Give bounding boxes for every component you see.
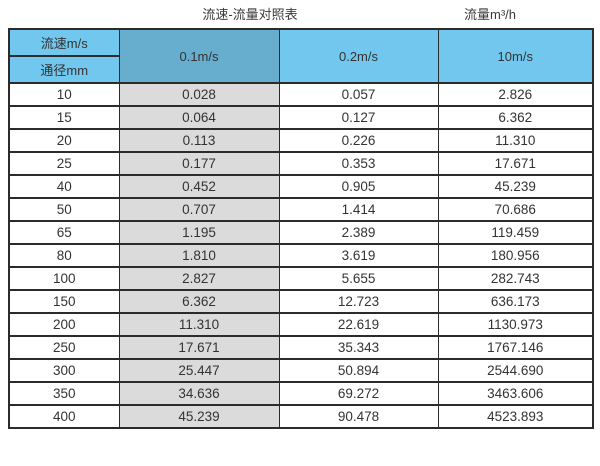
table-row: 50 0.707 1.414 70.686 <box>8 197 594 222</box>
diameter-cell: 20 <box>8 128 120 153</box>
table-row: 20 0.113 0.226 11.310 <box>8 128 594 153</box>
table-row: 25 0.177 0.353 17.671 <box>8 151 594 176</box>
diameter-cell: 80 <box>8 243 120 268</box>
value-cell-10ms: 636.173 <box>437 289 594 314</box>
value-cell-10ms: 2.826 <box>437 82 594 107</box>
value-cell-0-2ms: 5.655 <box>278 266 439 291</box>
diameter-cell: 50 <box>8 197 120 222</box>
diameter-cell: 400 <box>8 404 120 429</box>
header-row-bottom: 通径mm <box>8 55 593 84</box>
column-header-0-1ms: 0.1m/s <box>118 28 280 84</box>
value-cell-10ms: 119.459 <box>437 220 594 245</box>
value-cell-0-2ms: 50.894 <box>278 358 439 383</box>
value-cell-0-1ms: 25.447 <box>118 358 280 383</box>
value-cell-0-1ms: 2.827 <box>118 266 280 291</box>
value-cell-10ms: 1130.973 <box>437 312 594 337</box>
table-row: 40 0.452 0.905 45.239 <box>8 174 594 199</box>
value-cell-0-2ms: 0.057 <box>278 82 439 107</box>
table-row: 100 2.827 5.655 282.743 <box>8 266 594 291</box>
value-cell-0-1ms: 45.239 <box>118 404 280 429</box>
value-cell-10ms: 11.310 <box>437 128 594 153</box>
value-cell-0-1ms: 0.707 <box>118 197 280 222</box>
value-cell-0-1ms: 0.064 <box>118 105 280 130</box>
value-cell-10ms: 3463.606 <box>437 381 594 406</box>
value-cell-0-1ms: 6.362 <box>118 289 280 314</box>
value-cell-10ms: 70.686 <box>437 197 594 222</box>
table-row: 400 45.239 90.478 4523.893 <box>8 404 594 429</box>
value-cell-10ms: 2544.690 <box>437 358 594 383</box>
value-cell-0-2ms: 0.226 <box>278 128 439 153</box>
value-cell-0-2ms: 3.619 <box>278 243 439 268</box>
value-cell-0-2ms: 22.619 <box>278 312 439 337</box>
corner-cell-diameter: 通径mm <box>8 55 120 84</box>
value-cell-0-1ms: 0.028 <box>118 82 280 107</box>
table-body: 10 0.028 0.057 2.826 15 0.064 0.127 6.362 20 0.11… <box>8 82 594 429</box>
table-row: 300 25.447 50.894 2544.690 <box>8 358 594 383</box>
value-cell-0-1ms: 34.636 <box>118 381 280 406</box>
diameter-cell: 40 <box>8 174 120 199</box>
value-cell-0-2ms: 69.272 <box>278 381 439 406</box>
diameter-cell: 200 <box>8 312 120 337</box>
table-row: 10 0.028 0.057 2.826 <box>8 82 594 107</box>
diameter-cell: 15 <box>8 105 120 130</box>
diameter-cell: 300 <box>8 358 120 383</box>
value-cell-0-1ms: 0.113 <box>118 128 280 153</box>
flow-unit-label: 流量m³/h <box>463 7 517 22</box>
value-cell-10ms: 45.239 <box>437 174 594 199</box>
diameter-cell: 100 <box>8 266 120 291</box>
value-cell-10ms: 1767.146 <box>437 335 594 360</box>
value-cell-0-2ms: 35.343 <box>278 335 439 360</box>
value-cell-0-1ms: 1.810 <box>118 243 280 268</box>
value-cell-10ms: 180.956 <box>437 243 594 268</box>
diameter-cell: 65 <box>8 220 120 245</box>
corner-cell-velocity: 流速m/s <box>8 28 120 57</box>
table-row: 150 6.362 12.723 636.173 <box>8 289 594 314</box>
value-cell-0-2ms: 1.414 <box>278 197 439 222</box>
table-header: 流速m/s 0.1m/s 0.2m/s 10m/s 通径mm <box>8 28 594 84</box>
diameter-cell: 10 <box>8 82 120 107</box>
value-cell-0-2ms: 2.389 <box>278 220 439 245</box>
value-cell-0-2ms: 0.127 <box>278 105 439 130</box>
table-row: 65 1.195 2.389 119.459 <box>8 220 594 245</box>
diameter-cell: 250 <box>8 335 120 360</box>
column-header-0-2ms: 0.2m/s <box>278 28 439 84</box>
table-row: 80 1.810 3.619 180.956 <box>8 243 594 268</box>
value-cell-10ms: 4523.893 <box>437 404 594 429</box>
value-cell-0-2ms: 90.478 <box>278 404 439 429</box>
value-cell-10ms: 17.671 <box>437 151 594 176</box>
diameter-cell: 350 <box>8 381 120 406</box>
value-cell-0-1ms: 17.671 <box>118 335 280 360</box>
value-cell-0-1ms: 0.452 <box>118 174 280 199</box>
header-row-top: 流速m/s 0.1m/s 0.2m/s 10m/s <box>8 28 594 84</box>
value-cell-10ms: 282.743 <box>437 266 594 291</box>
column-header-10ms: 10m/s <box>437 28 594 84</box>
table-row: 250 17.671 35.343 1767.146 <box>8 335 594 360</box>
value-cell-10ms: 6.362 <box>437 105 594 130</box>
page-header: 流速-流量对照表 流量m³/h <box>0 0 600 28</box>
page-title: 流速-流量对照表 <box>202 7 298 22</box>
diameter-cell: 150 <box>8 289 120 314</box>
value-cell-0-2ms: 12.723 <box>278 289 439 314</box>
table-row: 200 11.310 22.619 1130.973 <box>8 312 594 337</box>
flow-rate-table: 流速m/s 0.1m/s 0.2m/s 10m/s 通径mm 10 0.028 0.… <box>8 28 594 429</box>
value-cell-0-1ms: 1.195 <box>118 220 280 245</box>
value-cell-0-1ms: 0.177 <box>118 151 280 176</box>
value-cell-0-2ms: 0.353 <box>278 151 439 176</box>
value-cell-0-1ms: 11.310 <box>118 312 280 337</box>
value-cell-0-2ms: 0.905 <box>278 174 439 199</box>
table-row: 350 34.636 69.272 3463.606 <box>8 381 594 406</box>
table-row: 15 0.064 0.127 6.362 <box>8 105 594 130</box>
diameter-cell: 25 <box>8 151 120 176</box>
